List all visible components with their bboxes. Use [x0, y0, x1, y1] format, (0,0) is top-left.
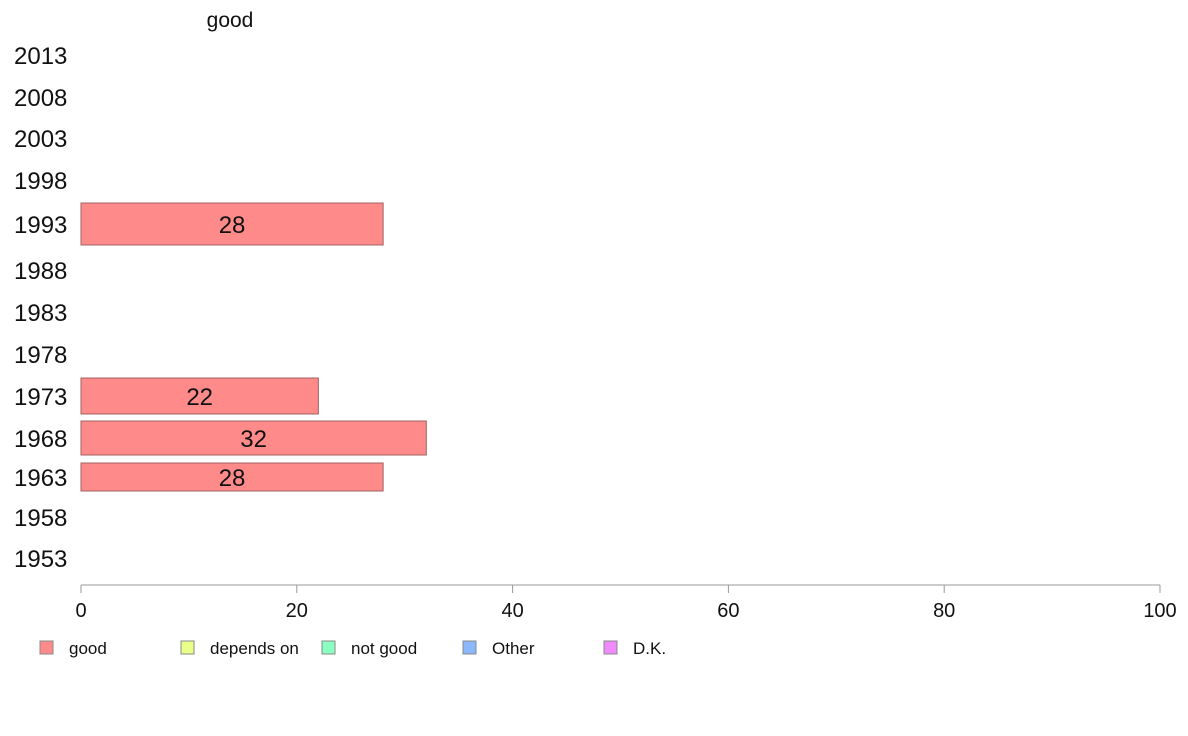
year-label: 1988 — [14, 258, 67, 285]
legend-swatch — [462, 640, 477, 655]
bar — [80, 377, 319, 415]
bar — [80, 202, 384, 246]
year-label: 1973 — [14, 384, 67, 411]
bar — [80, 420, 427, 456]
legend-swatch — [603, 640, 618, 655]
legend-swatch — [180, 640, 195, 655]
x-tick-label: 20 — [286, 600, 308, 622]
year-label: 1993 — [14, 212, 67, 239]
legend-label: good — [69, 639, 107, 658]
x-tick-label: 60 — [717, 600, 739, 622]
bar-value-label: 28 — [219, 465, 246, 492]
year-label: 1968 — [14, 426, 67, 453]
legend-label: not good — [351, 639, 417, 658]
bar-value-label: 32 — [240, 426, 267, 453]
year-label: 2013 — [14, 43, 67, 70]
bar — [80, 462, 384, 492]
x-tick-label: 80 — [933, 600, 955, 622]
year-labels: 2013 2008 2003 1998 1993 1988 1983 1978 1973 1968… — [14, 43, 67, 573]
year-label: 1983 — [14, 300, 67, 327]
legend-label: depends on — [210, 639, 299, 658]
panel-title: good — [207, 9, 254, 32]
year-label: 1953 — [14, 546, 67, 573]
bar-value-label: 28 — [219, 212, 246, 239]
bar-value-label: 22 — [186, 384, 213, 411]
x-axis: 0 20 40 60 80 100 — [75, 584, 1177, 622]
legend-label: Other — [492, 639, 535, 658]
year-label: 2003 — [14, 126, 67, 153]
legend: good depends on not good Other D.K. — [39, 639, 666, 658]
x-tick-label: 40 — [501, 600, 523, 622]
year-label: 1958 — [14, 505, 67, 532]
x-tick-label: 0 — [75, 600, 86, 622]
legend-swatch — [321, 640, 336, 655]
year-label: 2008 — [14, 85, 67, 112]
year-label: 1978 — [14, 342, 67, 369]
year-label: 1963 — [14, 465, 67, 492]
x-tick-label: 100 — [1143, 600, 1176, 622]
legend-label: D.K. — [633, 639, 666, 658]
bars: 28 22 32 28 — [80, 202, 427, 492]
year-label: 1998 — [14, 168, 67, 195]
legend-swatch — [39, 640, 54, 655]
